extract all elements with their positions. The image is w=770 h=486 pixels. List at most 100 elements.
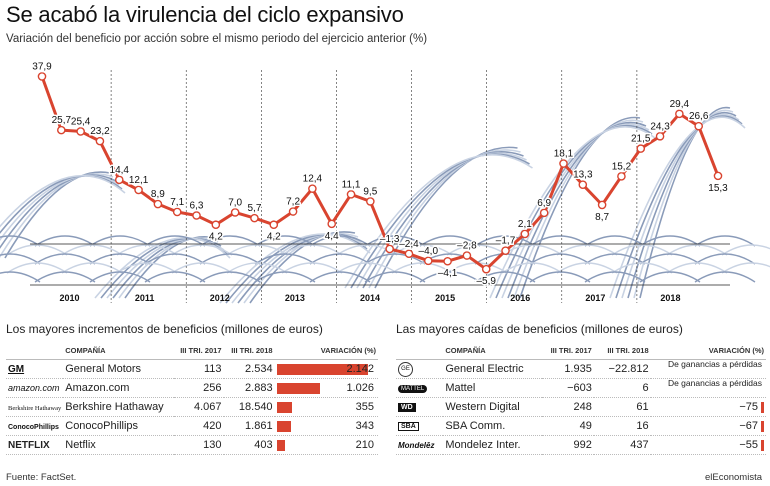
data-label: 13,3	[573, 170, 593, 181]
data-point	[192, 211, 201, 220]
data-label: 21,5	[631, 134, 651, 145]
data-label: 23,2	[90, 126, 110, 137]
wave-line	[639, 106, 731, 299]
wave-line	[694, 271, 756, 283]
data-point	[308, 184, 317, 193]
data-label: 2,1	[518, 219, 532, 230]
amazon-logo: amazon.com	[6, 378, 64, 398]
data-point	[134, 185, 143, 195]
netflix-logo: NETFLIX	[6, 435, 64, 455]
variation-bar	[276, 402, 292, 413]
data-point	[423, 256, 433, 266]
wave-line	[501, 123, 650, 299]
variation-cell: 343	[274, 416, 378, 436]
wave-line	[124, 236, 216, 299]
data-point	[172, 207, 182, 217]
wave-line	[611, 262, 673, 274]
wave-line	[144, 253, 206, 265]
variation-cell: 355	[274, 397, 378, 417]
data-point	[37, 72, 47, 81]
year-label: 2014	[360, 293, 380, 303]
wave-line	[171, 262, 233, 274]
table-row: GE General Electric 1.935 −22.812 De gan…	[396, 359, 766, 379]
year-label: 2011	[135, 293, 155, 303]
wave-line	[356, 152, 527, 289]
wave-line	[611, 244, 673, 256]
data-label: –1,7	[496, 236, 516, 247]
variation-bar	[276, 383, 321, 394]
table-row: NETFLIX Netflix 130 403 210	[6, 435, 378, 455]
data-point	[76, 127, 85, 136]
data-point	[404, 249, 414, 259]
data-label: –2,4	[399, 239, 419, 250]
data-label: –1,3	[380, 234, 400, 245]
wave-line	[556, 262, 618, 274]
wave-line	[254, 253, 316, 265]
col-q2018: III TRI. 2018	[593, 342, 651, 360]
wave-line	[231, 233, 365, 304]
wave-line	[639, 253, 701, 265]
wave-line	[0, 253, 41, 265]
data-label: 8,7	[595, 212, 609, 223]
table-row: SBA SBA Comm. 49 16 −67	[396, 416, 766, 436]
x-axis: 2010 2011 2012 2013 2014 2015 2016 2017 2018	[30, 70, 730, 303]
q2017-value: 4.067	[173, 397, 224, 417]
wave-line	[474, 235, 536, 247]
data-label: 7,1	[170, 197, 184, 208]
wave-line	[336, 262, 398, 274]
wave-line	[309, 271, 371, 283]
ge-logo: GE	[396, 359, 444, 379]
conocophillips-logo: ConocoPhillips	[6, 416, 64, 436]
wave-line	[694, 253, 756, 265]
data-label: 4,4	[325, 231, 339, 242]
col-logo	[6, 342, 64, 360]
table-row: ConocoPhillips ConocoPhillips 420 1.861 …	[6, 416, 378, 436]
year-label: 2013	[285, 293, 305, 303]
wave-crest	[489, 116, 656, 299]
data-label: 15,2	[612, 161, 632, 172]
year-label: 2016	[510, 293, 530, 303]
year-label: 2010	[60, 293, 80, 303]
data-point	[462, 251, 472, 260]
q2017-value: 992	[541, 435, 594, 455]
variation-value: 1.026	[346, 382, 374, 394]
table-row: Mondelēz Mondelez Inter. 992 437 −55	[396, 435, 766, 455]
company-name: Berkshire Hathaway	[63, 397, 174, 417]
q2018-value: 2.883	[223, 378, 275, 398]
source-note: Fuente: FactSet.	[6, 472, 77, 483]
wave-line	[666, 262, 728, 274]
wave-line	[171, 244, 233, 256]
variation-bar	[761, 440, 764, 451]
decreases-table: COMPAÑÍA III TRI. 2017 III TRI. 2018 VAR…	[396, 342, 766, 455]
data-point	[211, 220, 221, 230]
wave-line	[513, 119, 644, 299]
wave-crest	[344, 146, 533, 289]
col-q2017: III TRI. 2017	[541, 342, 594, 360]
data-point	[327, 219, 337, 229]
col-company: COMPAÑÍA	[63, 342, 174, 360]
data-label: 4,2	[267, 232, 281, 243]
sba-logo: SBA	[396, 416, 444, 436]
data-point	[269, 220, 279, 230]
q2017-value: 248	[541, 397, 594, 417]
wave-line	[584, 271, 646, 283]
wave-line	[281, 262, 343, 274]
company-name: Western Digital	[443, 397, 542, 417]
table-row: Berkshire Hathaway Berkshire Hathaway 4.…	[6, 397, 378, 417]
col-q2017: III TRI. 2017	[173, 342, 224, 360]
data-labels: 37,9 25,7 25,423,2 14,412,18,9 7,1 6,3 4,2 7,0 5…	[31, 60, 730, 289]
year-label: 2018	[660, 293, 680, 303]
q2017-value: 130	[173, 435, 224, 455]
data-point	[346, 190, 356, 199]
variation-value: 210	[355, 439, 374, 451]
brand-logo: elEconomista	[704, 472, 762, 483]
data-point	[617, 172, 626, 181]
data-point	[366, 197, 375, 206]
data-label: 7,2	[286, 197, 300, 208]
wave-line	[6, 262, 68, 274]
data-point	[636, 144, 646, 153]
data-label: 8,9	[151, 189, 165, 200]
variation-bar	[276, 421, 292, 432]
wave-line	[501, 262, 563, 274]
wave-line	[89, 271, 151, 283]
